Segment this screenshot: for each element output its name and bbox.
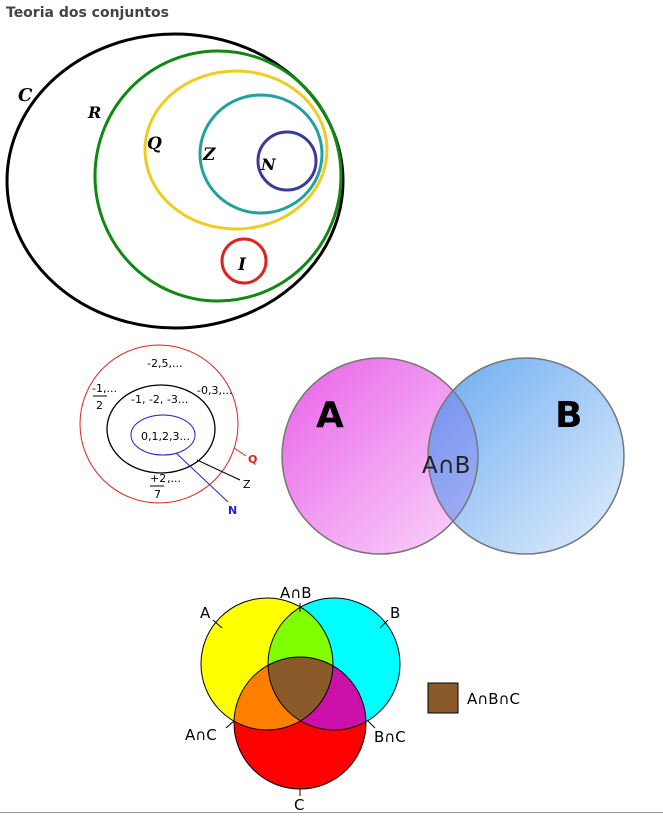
rational-bottom-denominator: 7 — [154, 488, 161, 501]
venn-label-b: B — [390, 604, 400, 622]
integer-pointer-label: Z — [243, 478, 251, 491]
natural-examples: 0,1,2,3... — [141, 430, 190, 443]
venn-label-ab: A∩B — [280, 584, 312, 602]
two-set-venn: A B A∩B — [281, 357, 625, 555]
bottom-divider — [0, 812, 663, 813]
integer-set-label: Z — [202, 145, 216, 165]
venn-label-c: C — [294, 796, 304, 814]
number-sets-diagram: C R Q Z N I — [5, 32, 345, 330]
irrational-set-label: I — [237, 255, 247, 275]
intersection-label: A∩B — [422, 453, 470, 479]
complex-set-ellipse — [5, 32, 345, 330]
rational-bottom-suffix: ,... — [167, 472, 181, 485]
rational-circle — [79, 344, 239, 504]
rational-set-label: Q — [147, 134, 162, 154]
integer-ellipse — [106, 384, 216, 474]
nested-sets-diagram: -2,5,... -1,... 2 -0,3,... -1, -2, -3...… — [79, 344, 257, 517]
venn-label-a: A — [200, 604, 211, 622]
page-title: Teoria dos conjuntos — [6, 5, 169, 21]
natural-ellipse — [130, 414, 196, 456]
venn-label-ac: A∩C — [185, 726, 217, 744]
three-set-venn: A A∩B B A∩C B∩C C A∩B∩C — [185, 584, 520, 814]
venn-label-bc: B∩C — [374, 728, 406, 746]
real-set-label: R — [87, 103, 101, 122]
set-a-label: A — [316, 395, 344, 436]
rational-fraction-denominator: 2 — [96, 399, 103, 412]
complex-set-label: C — [18, 85, 33, 106]
natural-pointer-label: N — [228, 504, 237, 517]
integer-set-ellipse — [198, 93, 324, 215]
set-b-label: B — [555, 395, 582, 436]
rational-bottom-numerator: +2 — [150, 472, 166, 485]
rational-fraction-numerator: -1,... — [92, 382, 117, 395]
natural-set-circle — [256, 130, 318, 192]
set-a-circle — [282, 358, 478, 554]
rational-examples-right: -0,3,... — [197, 384, 232, 397]
legend-swatch — [427, 682, 459, 714]
set-b-circle — [428, 358, 624, 554]
rational-pointer-label: Q — [248, 453, 257, 466]
natural-set-label: N — [260, 155, 277, 174]
integer-examples: -1, -2, -3... — [131, 393, 188, 406]
real-set-ellipse — [93, 49, 343, 303]
rational-examples-top: -2,5,... — [147, 357, 182, 370]
rational-set-ellipse — [143, 69, 329, 231]
irrational-set-circle — [220, 237, 268, 285]
legend-label: A∩B∩C — [467, 690, 520, 708]
